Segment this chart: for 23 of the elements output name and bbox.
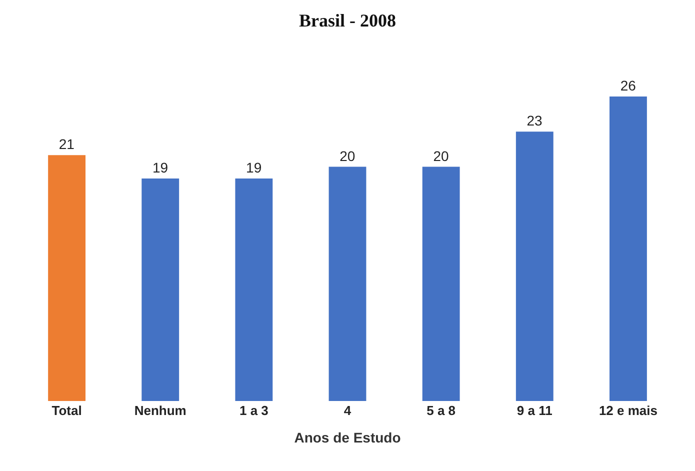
bar [235, 178, 273, 401]
x-tick-label: Nenhum [134, 403, 186, 418]
bar [48, 155, 86, 401]
x-tick-label: 9 a 11 [516, 403, 552, 418]
data-label: 26 [620, 78, 636, 94]
x-tick-label: 1 a 3 [239, 403, 268, 418]
x-tick-label: 4 [344, 403, 352, 418]
bar [328, 166, 366, 401]
x-tick-label: 12 e mais [598, 403, 658, 418]
chart-title: Brasil - 2008 [299, 10, 396, 31]
data-label: 20 [433, 148, 449, 164]
x-tick-label: 5 a 8 [426, 403, 456, 418]
x-axis-title: Anos de Estudo [294, 429, 401, 446]
data-label: 19 [152, 160, 168, 176]
data-label: 23 [526, 112, 543, 129]
bar [610, 96, 647, 401]
bar [142, 178, 180, 401]
data-label: 21 [58, 136, 75, 152]
x-tick-label: Total [52, 403, 82, 418]
data-label: 19 [246, 160, 262, 176]
data-label: 20 [340, 148, 356, 164]
bar [516, 132, 554, 401]
bar [422, 166, 460, 401]
